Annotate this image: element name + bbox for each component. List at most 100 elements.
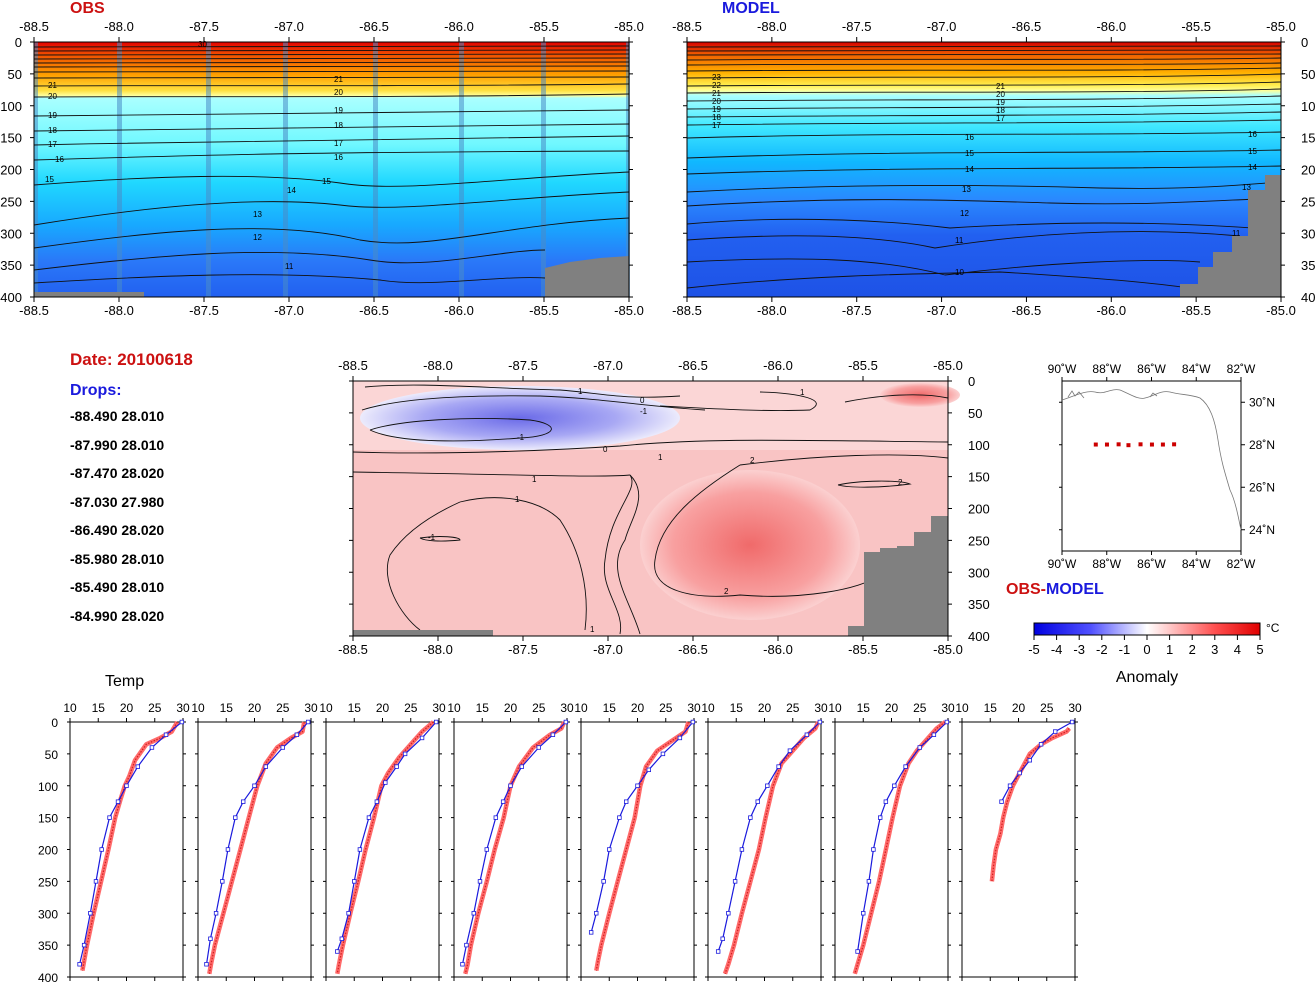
obs-profile-core bbox=[854, 721, 946, 974]
y-tick-label: 400 bbox=[1301, 290, 1316, 305]
location-map: 90˚W 90˚W 88˚W 88˚W 86˚W 86˚W 84˚W 84˚W 82˚W 82˚W… bbox=[1048, 362, 1275, 571]
drop-location-point bbox=[1172, 442, 1177, 447]
svg-text:11: 11 bbox=[955, 236, 964, 245]
profile-y-tick-label: 300 bbox=[38, 907, 58, 921]
x-tick-label-top: -85.5 bbox=[529, 19, 559, 34]
x-tick-label-top: -86.0 bbox=[444, 19, 474, 34]
model-profile-point bbox=[1069, 719, 1075, 725]
profile-frame bbox=[580, 721, 695, 978]
model-profile-point bbox=[204, 962, 209, 967]
model-profile-point bbox=[594, 911, 599, 916]
svg-text:2: 2 bbox=[898, 478, 903, 487]
model-profile-point bbox=[464, 942, 469, 948]
model-profile-point bbox=[917, 745, 922, 750]
map-lon-label-top: 84˚W bbox=[1182, 362, 1211, 376]
model-profile-point bbox=[149, 745, 155, 750]
profile-x-tick-label: 10 bbox=[955, 701, 969, 715]
x-tick-label-top: -87.0 bbox=[274, 19, 304, 34]
model-profile-point bbox=[720, 936, 725, 941]
model-profile-point bbox=[1038, 742, 1044, 747]
colorbar-tick-label: -3 bbox=[1073, 642, 1085, 657]
map-lon-label-bottom: 82˚W bbox=[1227, 557, 1256, 571]
profile-x-tick-label: 30 bbox=[560, 701, 574, 715]
difference-contour-labels: 1 0 -1 -1 0 1 2 2 1 1 1 -1 2 1 bbox=[428, 387, 903, 634]
y-tick-label: 200 bbox=[0, 163, 22, 178]
colorbar-tick-label: -4 bbox=[1051, 642, 1063, 657]
x-tick-label-top: -87.0 bbox=[593, 358, 623, 373]
model-profile-point bbox=[99, 847, 104, 852]
profile-x-tick-label: 20 bbox=[248, 701, 262, 715]
y-tick-label: 250 bbox=[1301, 194, 1316, 209]
colorbar-tick-label: -1 bbox=[1119, 642, 1131, 657]
model-profile-point bbox=[804, 732, 810, 737]
model-profile-point bbox=[866, 879, 872, 884]
drop-coordinate: -84.990 28.020 bbox=[70, 607, 165, 624]
model-profile-point bbox=[817, 719, 823, 725]
model-profile-point bbox=[294, 732, 300, 737]
svg-text:13: 13 bbox=[962, 185, 971, 194]
profile-x-tick-label: 30 bbox=[176, 701, 190, 715]
x-tick-label-bottom: -88.0 bbox=[104, 303, 134, 318]
model-profile-point bbox=[163, 732, 169, 737]
profile-x-tick-label: 25 bbox=[913, 701, 927, 715]
model-profile-point bbox=[607, 847, 612, 852]
profile-x-tick-label: 15 bbox=[857, 701, 871, 715]
model-profile-point bbox=[115, 799, 121, 804]
map-frame bbox=[1061, 380, 1242, 552]
obs-profile-core bbox=[81, 721, 178, 971]
y-tick-label: 250 bbox=[968, 533, 990, 548]
model-field bbox=[687, 42, 1281, 297]
profile-x-tick-label: 20 bbox=[885, 701, 899, 715]
y-tick-label: 300 bbox=[1301, 226, 1316, 241]
model-profile-point bbox=[878, 815, 883, 820]
model-profile-point bbox=[624, 799, 629, 804]
x-tick-label-bottom: -87.0 bbox=[274, 303, 304, 318]
model-profile-point bbox=[394, 764, 399, 769]
model-profile-point bbox=[280, 745, 285, 750]
difference-title: OBS-MODEL bbox=[1006, 581, 1104, 598]
colorbar-tick-label: 1 bbox=[1166, 642, 1173, 657]
model-profile-point bbox=[240, 799, 246, 804]
profile-panel: 10 15 20 25 30 bbox=[191, 701, 318, 981]
model-profile-point bbox=[871, 847, 876, 852]
model-profile-line bbox=[79, 721, 183, 965]
model-profile-point bbox=[755, 799, 760, 804]
x-tick-label-bottom: -87.0 bbox=[593, 642, 623, 657]
profile-x-tick-label: 20 bbox=[631, 701, 645, 715]
model-profile-point bbox=[220, 879, 225, 884]
x-tick-label-top: -88.5 bbox=[338, 358, 368, 373]
svg-text:1: 1 bbox=[578, 387, 583, 396]
svg-text:1: 1 bbox=[515, 495, 520, 504]
model-profile-point bbox=[883, 799, 889, 804]
obs-profile-core bbox=[464, 721, 565, 974]
model-y-ticks: 0 50 100 150 200 250 300 350 400 bbox=[683, 35, 1316, 305]
svg-text:19: 19 bbox=[996, 98, 1005, 107]
colorbar-tick-label: -5 bbox=[1028, 642, 1040, 657]
map-drop-points bbox=[1093, 442, 1177, 448]
model-profile-line bbox=[336, 721, 437, 952]
profile-x-tick-label: 15 bbox=[92, 701, 106, 715]
model-profile-point bbox=[660, 751, 666, 757]
y-tick-label: 0 bbox=[1301, 35, 1308, 50]
y-tick-label: 350 bbox=[0, 258, 22, 273]
map-lon-label-bottom: 84˚W bbox=[1182, 557, 1211, 571]
svg-text:17: 17 bbox=[48, 140, 57, 149]
model-profile-point bbox=[1053, 729, 1058, 734]
x-tick-label-top: -85.5 bbox=[848, 358, 878, 373]
svg-text:13: 13 bbox=[1242, 183, 1251, 192]
x-tick-label-top: -86.5 bbox=[678, 358, 708, 373]
drop-coordinate: -87.030 27.980 bbox=[70, 493, 165, 510]
profile-y-tick-label: 0 bbox=[51, 716, 58, 730]
drop-location-point bbox=[1104, 442, 1109, 447]
y-tick-label: 100 bbox=[1301, 99, 1316, 114]
x-tick-label-top: -88.0 bbox=[757, 19, 787, 34]
model-profile-point bbox=[263, 764, 268, 769]
svg-text:16: 16 bbox=[334, 153, 343, 162]
model-profile-point bbox=[732, 879, 738, 884]
svg-text:21: 21 bbox=[48, 81, 57, 90]
profile-x-tick-label: 25 bbox=[786, 701, 800, 715]
model-profile-line bbox=[205, 721, 309, 965]
model-profile-point bbox=[726, 911, 731, 916]
